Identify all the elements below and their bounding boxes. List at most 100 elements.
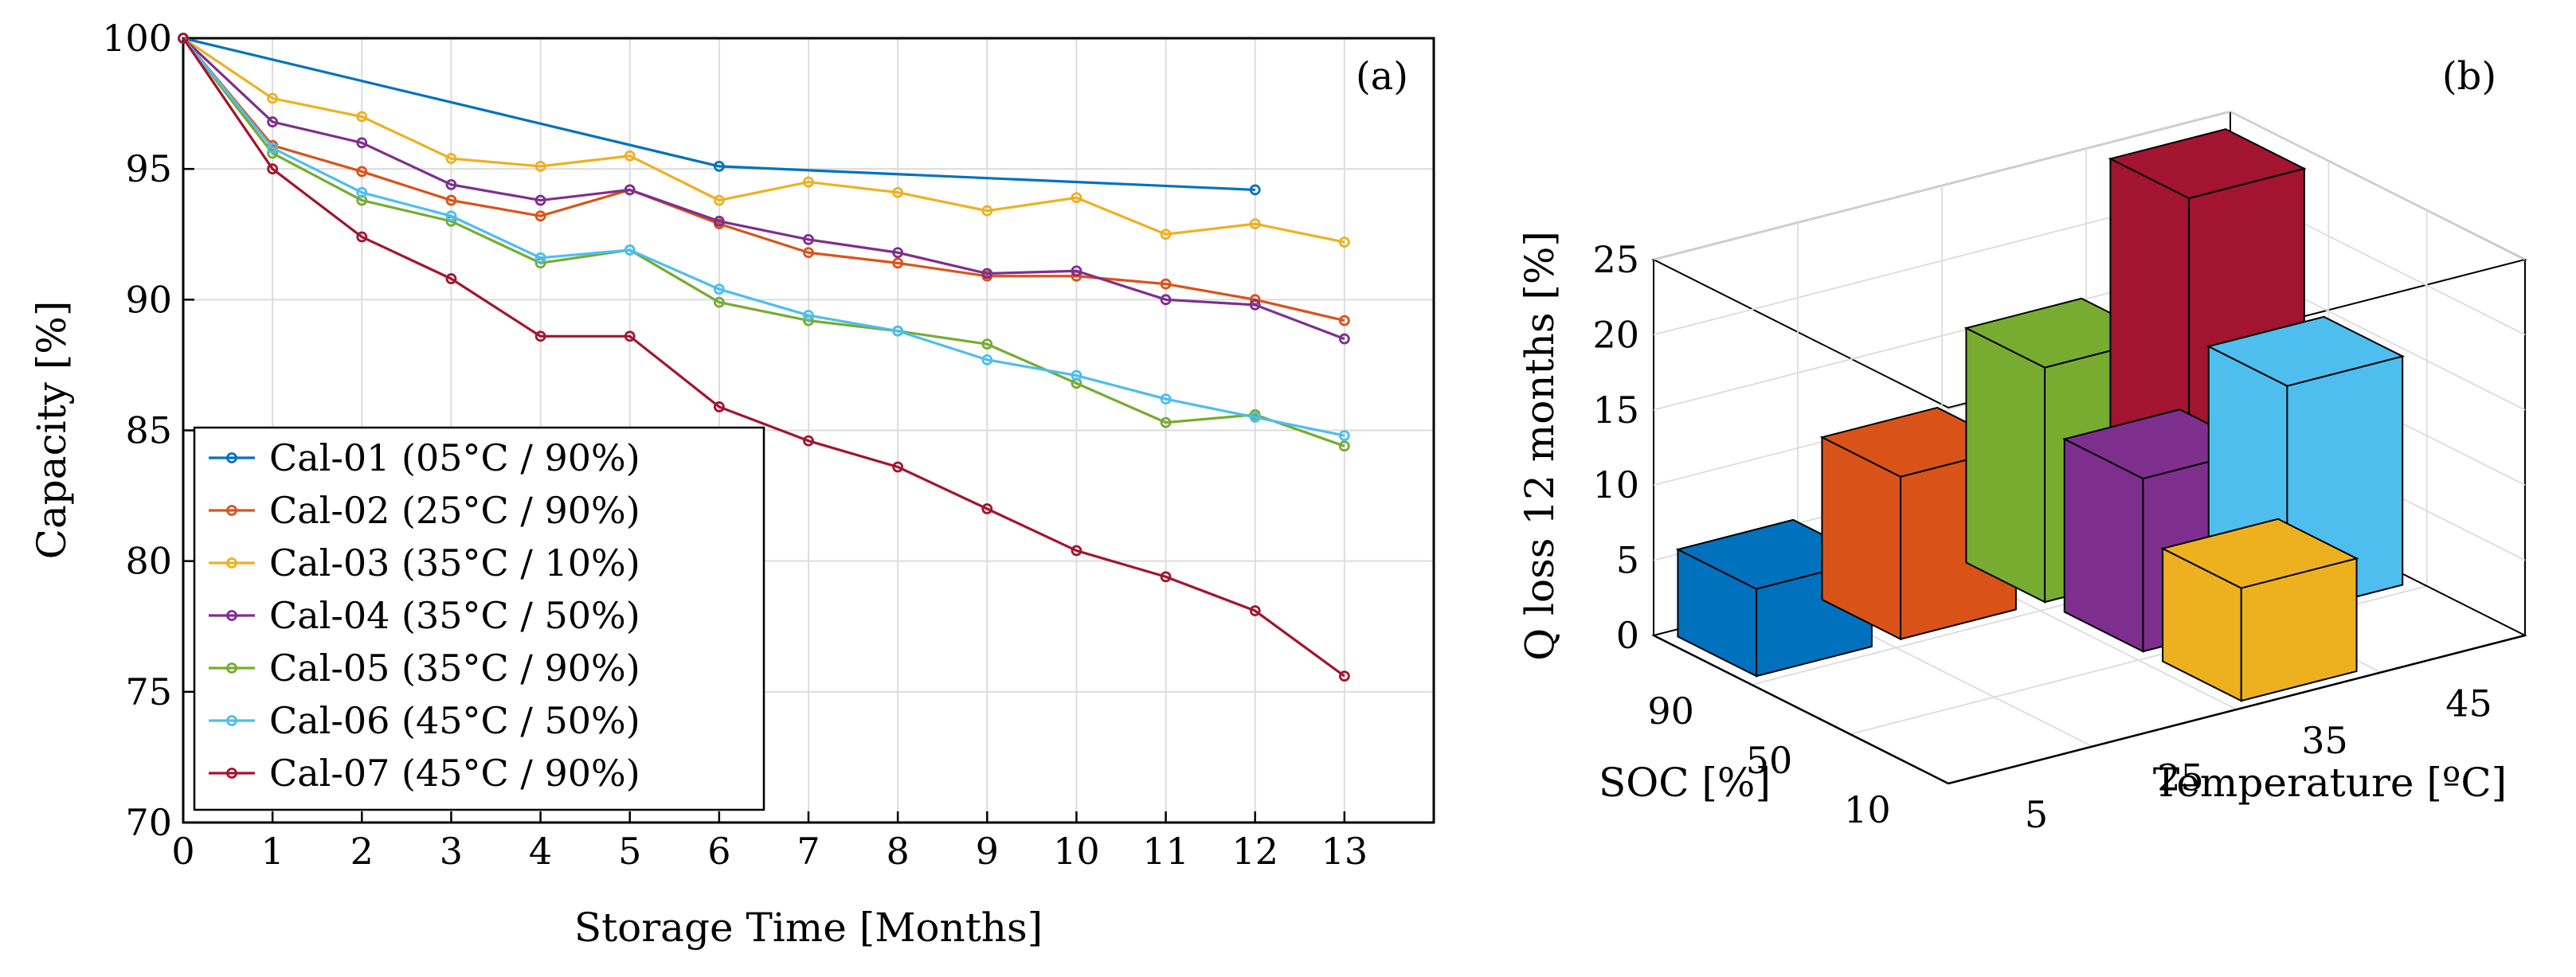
data-point <box>534 160 546 172</box>
y-tick-label: 95 <box>125 147 172 190</box>
bars <box>1675 128 2406 702</box>
temperature-tick-label: 35 <box>2301 719 2348 762</box>
legend-entry-label: Cal-04 (35°C / 50%) <box>269 594 640 637</box>
data-point <box>1160 571 1172 583</box>
z-axis-label: Q loss 12 months [%] <box>1517 231 1563 661</box>
data-point <box>713 283 725 295</box>
legend-marker <box>226 452 237 463</box>
y-tick-label: 80 <box>125 540 172 583</box>
data-point <box>1249 184 1261 196</box>
series-4 <box>178 33 1350 345</box>
data-point <box>1338 440 1350 452</box>
legend-entry-label: Cal-01 (05°C / 90%) <box>269 436 640 479</box>
data-point <box>1249 412 1261 423</box>
data-point <box>267 92 279 104</box>
data-point <box>1338 670 1350 682</box>
soc-tick-label: 10 <box>1844 788 1891 831</box>
data-point <box>624 184 636 196</box>
series-line <box>182 37 1345 447</box>
legend-marker <box>226 662 237 674</box>
legend-entry-label: Cal-06 (45°C / 50%) <box>269 699 640 742</box>
data-point <box>981 503 993 514</box>
series-line <box>182 37 1345 437</box>
data-point <box>356 231 368 243</box>
data-point <box>892 247 904 259</box>
data-point <box>892 325 904 337</box>
data-point <box>1249 299 1261 311</box>
data-point <box>267 116 279 127</box>
z-tick-label: 5 <box>1616 539 1639 582</box>
z-tick-label: 15 <box>1592 389 1639 432</box>
series-7 <box>178 33 1350 682</box>
data-point <box>803 176 814 188</box>
data-point <box>981 268 993 279</box>
data-point <box>534 210 546 222</box>
data-point <box>713 215 725 227</box>
series-line <box>182 37 1345 341</box>
data-point <box>1249 218 1261 230</box>
bar3d-chart-panel: 0 5 10 15 20 25 90 50 10 5 25 35 45 (b) Q loss 12 mo… <box>1517 54 2527 836</box>
data-point <box>1071 545 1082 557</box>
x-tick-label: 8 <box>887 830 910 873</box>
soc-tick-label: 90 <box>1647 690 1694 733</box>
data-point <box>534 252 546 264</box>
data-point <box>356 166 368 178</box>
y-tick-label: 75 <box>125 670 172 713</box>
data-point <box>445 194 457 206</box>
y-tick-label: 85 <box>125 409 172 452</box>
x-tick-label: 9 <box>976 830 999 873</box>
legend-marker <box>226 768 237 779</box>
x-tick-label: 12 <box>1231 830 1278 873</box>
legend-marker <box>226 610 237 621</box>
x-tick-label: 4 <box>529 830 552 873</box>
data-point <box>1071 265 1082 277</box>
legend-entry-label: Cal-03 (35°C / 10%) <box>269 541 640 584</box>
axis-ticks: 0 5 10 15 20 25 90 50 10 5 25 35 45 <box>1592 238 2492 836</box>
x-tick-label: 0 <box>171 830 194 873</box>
data-point <box>624 244 636 256</box>
data-point <box>1071 192 1082 204</box>
temperature-tick-label: 5 <box>2025 793 2048 836</box>
bar-face-top <box>2206 315 2406 387</box>
temperature-axis-label: Temperature [ºC] <box>2153 760 2507 806</box>
x-tick-label: 11 <box>1142 830 1189 873</box>
x-axis-label: Storage Time [Months] <box>574 905 1043 951</box>
data-point <box>445 153 457 164</box>
legend-entry-label: Cal-07 (45°C / 90%) <box>269 752 640 795</box>
data-point <box>267 163 279 175</box>
data-point <box>267 142 279 154</box>
series-line <box>182 37 1255 192</box>
data-point <box>1338 430 1350 441</box>
z-tick-label: 25 <box>1592 238 1639 281</box>
data-point <box>534 330 546 342</box>
legend: Cal-01 (05°C / 90%) Cal-02 (25°C / 90%) Ca… <box>193 426 765 811</box>
y-tick-label: 70 <box>125 801 172 844</box>
x-tick-label: 2 <box>350 830 374 873</box>
data-point <box>1160 393 1172 405</box>
x-tick-label: 3 <box>440 830 463 873</box>
data-point <box>534 194 546 206</box>
series-2 <box>178 33 1350 326</box>
x-tick-label: 10 <box>1053 830 1100 873</box>
z-tick-label: 10 <box>1592 463 1639 506</box>
x-tick-label: 13 <box>1321 830 1368 873</box>
y-tick-label: 100 <box>102 17 172 60</box>
x-tick-label: 5 <box>618 830 641 873</box>
x-tick-label: 6 <box>707 830 730 873</box>
legend-entry-label: Cal-02 (25°C / 90%) <box>269 489 640 532</box>
data-point <box>713 401 725 412</box>
data-point <box>713 194 725 206</box>
data-point <box>981 354 993 365</box>
legend-marker <box>226 557 237 569</box>
bar-face-left <box>1965 326 2046 604</box>
data-point <box>892 257 904 269</box>
soc-axis-label: SOC [%] <box>1599 760 1771 806</box>
y-axis-label: Capacity [%] <box>29 301 75 560</box>
data-point <box>356 137 368 149</box>
data-point <box>981 338 993 350</box>
data-point <box>1338 333 1350 345</box>
series-lines <box>178 33 1350 682</box>
x-tick-label: 1 <box>261 830 284 873</box>
